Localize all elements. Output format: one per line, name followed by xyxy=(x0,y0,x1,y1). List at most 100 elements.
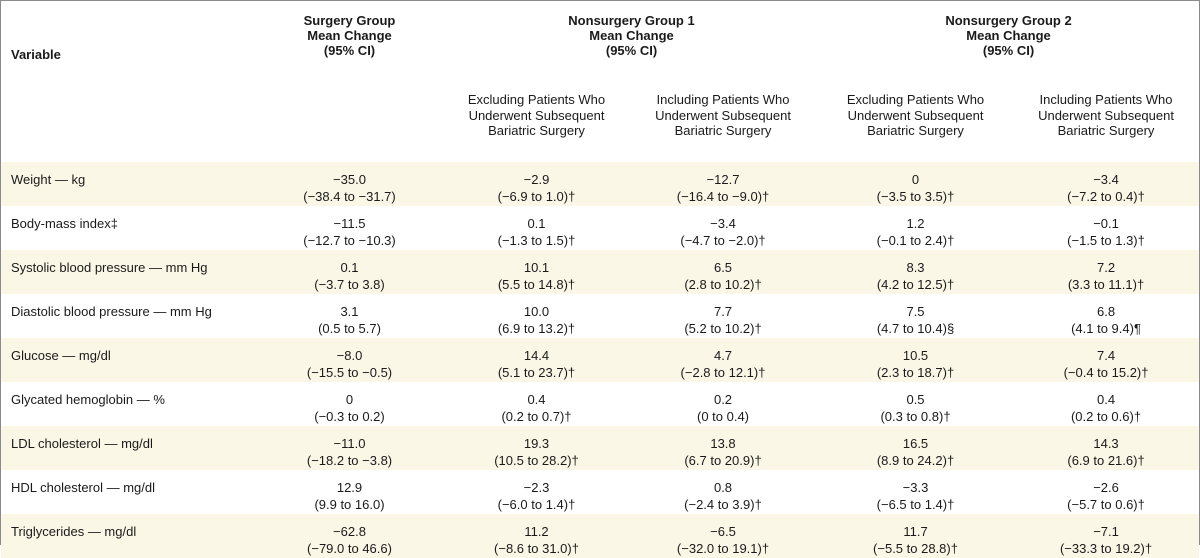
confidence-interval: (−38.4 to −31.7) xyxy=(303,189,396,204)
header-line: Surgery Group xyxy=(303,13,396,28)
mean-change-value: 10.1 xyxy=(523,260,550,275)
confidence-interval: (2.3 to 18.7)† xyxy=(876,365,955,380)
value-cell: −7.1 (−33.3 to 19.2)† xyxy=(1013,514,1199,558)
value-cell: −12.7 (−16.4 to −9.0)† xyxy=(628,162,818,206)
value-cell: 0 (−0.3 to 0.2) xyxy=(254,382,445,426)
table-row: Weight — kg −35.0 (−38.4 to −31.7) −2.9 (−6.… xyxy=(1,162,1200,206)
table-row: Body-mass index‡ −11.5 (−12.7 to −10.3) 0.1… xyxy=(1,206,1199,250)
header-line: Mean Change xyxy=(966,28,1051,43)
mean-change-value: −3.4 xyxy=(710,216,736,231)
mean-change-value: −62.8 xyxy=(333,524,366,539)
mean-change-value: 0.4 xyxy=(527,392,546,407)
nonsurgery-group-2-header: Nonsurgery Group 2 Mean Change (95% CI) xyxy=(818,1,1199,79)
mean-change-value: 16.5 xyxy=(902,436,929,451)
subheader-line: Excluding Patients Who xyxy=(846,92,985,107)
header-line: Nonsurgery Group 2 xyxy=(945,13,1072,28)
value-cell: 0.8 (−2.4 to 3.9)† xyxy=(628,470,818,514)
value-cell: 16.5 (8.9 to 24.2)† xyxy=(818,426,1013,470)
value-cell: 0.4 (0.2 to 0.7)† xyxy=(445,382,628,426)
mean-change-value: 10.0 xyxy=(523,304,550,319)
confidence-interval: (5.1 to 23.7)† xyxy=(497,365,576,380)
value-cell: 10.0 (6.9 to 13.2)† xyxy=(445,294,628,338)
value-cell: 0.1 (−3.7 to 3.8) xyxy=(254,250,445,294)
confidence-interval: (−0.1 to 2.4)† xyxy=(876,233,955,248)
value-cell: 0.5 (0.3 to 0.8)† xyxy=(818,382,1013,426)
confidence-interval: (−4.7 to −2.0)† xyxy=(680,233,766,248)
nonsurgery-group-1-header: Nonsurgery Group 1 Mean Change (95% CI) xyxy=(445,1,818,79)
mean-change-value: −3.4 xyxy=(1093,172,1119,187)
confidence-interval: (−3.7 to 3.8) xyxy=(314,277,385,292)
subheader-line: Bariatric Surgery xyxy=(1057,123,1155,138)
value-cell: 7.7 (5.2 to 10.2)† xyxy=(628,294,818,338)
value-cell: 6.8 (4.1 to 9.4)¶ xyxy=(1013,294,1199,338)
value-cell: −2.6 (−5.7 to 0.6)† xyxy=(1013,470,1199,514)
confidence-interval: (−2.8 to 12.1)† xyxy=(680,365,766,380)
group2-excluding-subheader: Excluding Patients Who Underwent Subsequ… xyxy=(818,79,1013,162)
mean-change-value: 0.2 xyxy=(713,392,733,407)
value-cell: −2.9 (−6.9 to 1.0)† xyxy=(445,162,628,206)
confidence-interval: (0.3 to 0.8)† xyxy=(880,409,951,424)
mean-change-value: 0 xyxy=(911,172,920,187)
row-label: Diastolic blood pressure — mm Hg xyxy=(11,304,212,319)
mean-change-value: 7.7 xyxy=(713,304,733,319)
mean-change-value: −7.1 xyxy=(1093,524,1119,539)
value-cell: −35.0 (−38.4 to −31.7) xyxy=(254,162,445,206)
mean-change-value: 0.1 xyxy=(527,216,546,231)
confidence-interval: (10.5 to 28.2)† xyxy=(494,453,579,468)
subheader-line: Underwent Subsequent xyxy=(847,107,984,123)
mean-change-value: −0.1 xyxy=(1093,216,1119,231)
confidence-interval: (−6.9 to 1.0)† xyxy=(497,189,576,204)
table-row: Glycated hemoglobin — % 0 (−0.3 to 0.2) 0.4… xyxy=(1,382,1199,426)
confidence-interval: (0 to 0.4) xyxy=(696,409,750,424)
confidence-interval: (−15.5 to −0.5) xyxy=(306,365,393,380)
table-row: LDL cholesterol — mg/dl −11.0 (−18.2 to −3… xyxy=(1,426,1200,470)
confidence-interval: (6.7 to 20.9)† xyxy=(684,453,762,468)
confidence-interval: (−7.2 to 0.4)† xyxy=(1067,189,1145,204)
confidence-interval: (0.2 to 0.7)† xyxy=(501,409,572,424)
table-row: Systolic blood pressure — mm Hg 0.1 (−3.7 … xyxy=(1,250,1200,294)
mean-change-value: 10.5 xyxy=(902,348,929,363)
row-label: Triglycerides — mg/dl xyxy=(11,524,137,539)
value-cell: 1.2 (−0.1 to 2.4)† xyxy=(818,206,1013,250)
mean-change-value: 13.8 xyxy=(710,436,736,451)
header-line: Mean Change xyxy=(589,28,674,43)
value-cell: 14.4 (5.1 to 23.7)† xyxy=(445,338,628,382)
confidence-interval: (4.1 to 9.4)¶ xyxy=(1071,321,1141,336)
mean-change-value: 14.3 xyxy=(1093,436,1119,451)
value-cell: 7.4 (−0.4 to 15.2)† xyxy=(1013,338,1199,382)
mean-change-value: 6.5 xyxy=(713,260,733,275)
confidence-interval: (4.7 to 10.4)§ xyxy=(876,321,955,336)
mean-change-value: 3.1 xyxy=(340,304,359,319)
mean-change-value: 0.1 xyxy=(340,260,359,275)
value-cell: 11.2 (−8.6 to 31.0)† xyxy=(445,514,628,558)
mean-change-value: 0 xyxy=(345,392,354,407)
value-cell: −8.0 (−15.5 to −0.5) xyxy=(254,338,445,382)
subheader-line: Including Patients Who xyxy=(1039,92,1173,107)
confidence-interval: (−0.3 to 0.2) xyxy=(314,409,385,424)
value-cell: −3.4 (−4.7 to −2.0)† xyxy=(628,206,818,250)
header-line: (95% CI) xyxy=(605,43,658,58)
confidence-interval: (−6.0 to 1.4)† xyxy=(497,497,576,512)
value-cell: 8.3 (4.2 to 12.5)† xyxy=(818,250,1013,294)
value-cell: 4.7 (−2.8 to 12.1)† xyxy=(628,338,818,382)
confidence-interval: (−1.3 to 1.5)† xyxy=(497,233,576,248)
confidence-interval: (5.5 to 14.8)† xyxy=(497,277,576,292)
header-line: (95% CI) xyxy=(323,43,376,58)
subheader-line: Bariatric Surgery xyxy=(867,123,964,138)
mean-change-value: 0.4 xyxy=(1096,392,1116,407)
confidence-interval: (−5.7 to 0.6)† xyxy=(1067,497,1145,512)
mean-change-value: 7.2 xyxy=(1096,260,1116,275)
value-cell: 10.1 (5.5 to 14.8)† xyxy=(445,250,628,294)
row-label: LDL cholesterol — mg/dl xyxy=(11,436,153,451)
value-cell: −0.1 (−1.5 to 1.3)† xyxy=(1013,206,1199,250)
value-cell: −2.3 (−6.0 to 1.4)† xyxy=(445,470,628,514)
value-cell: −62.8 (−79.0 to 46.6) xyxy=(254,514,445,558)
subheader-line: Bariatric Surgery xyxy=(674,123,772,138)
variable-column-header: Variable xyxy=(11,47,61,62)
value-cell: 3.1 (0.5 to 5.7) xyxy=(254,294,445,338)
value-cell: −3.4 (−7.2 to 0.4)† xyxy=(1013,162,1199,206)
value-cell: 0 (−3.5 to 3.5)† xyxy=(818,162,1013,206)
confidence-interval: (−18.2 to −3.8) xyxy=(306,453,393,468)
value-cell: 7.2 (3.3 to 11.1)† xyxy=(1013,250,1199,294)
